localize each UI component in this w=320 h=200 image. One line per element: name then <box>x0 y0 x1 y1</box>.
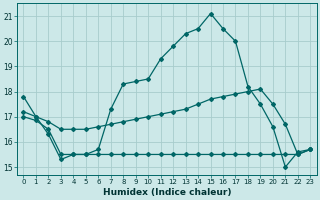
X-axis label: Humidex (Indice chaleur): Humidex (Indice chaleur) <box>103 188 231 197</box>
